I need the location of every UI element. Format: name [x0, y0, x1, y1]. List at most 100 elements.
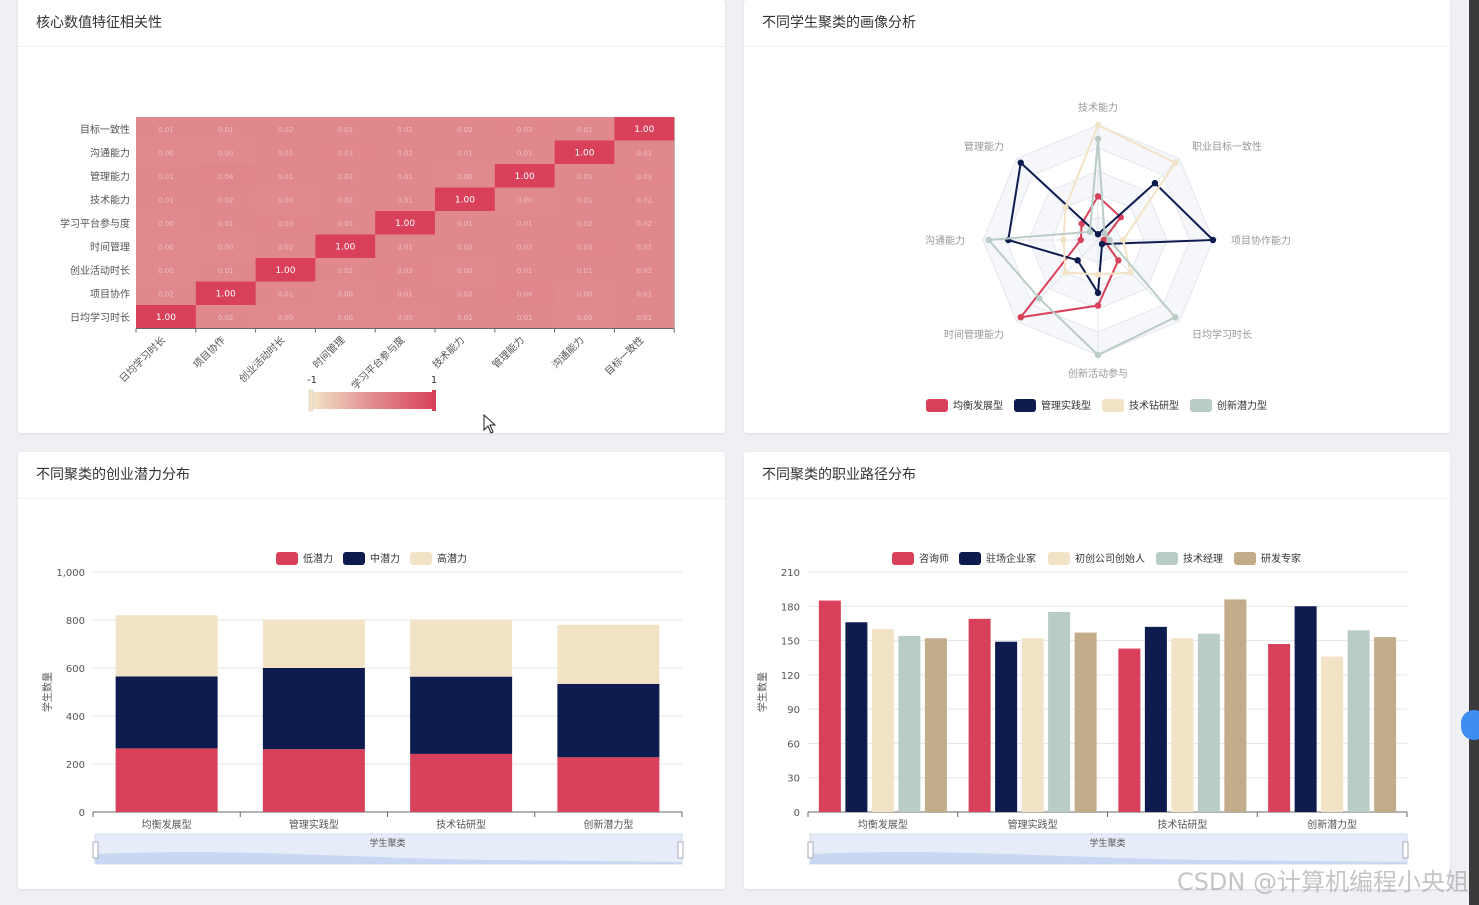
heatmap-cell-label: 0.01 — [397, 173, 413, 181]
radar-point — [1036, 295, 1043, 302]
heatmap-cell-label: 0.01 — [637, 290, 653, 298]
heatmap-cell — [195, 258, 257, 282]
card-heatmap: 核心数值特征相关性 0.01 0.01 0.02 0.01 0.02 0.02 0.03 0.… — [18, 0, 725, 433]
heatmap-cell — [136, 211, 197, 235]
heatmap-cell-label: 0.00 — [397, 314, 413, 322]
bar-segment — [115, 615, 218, 677]
heatmap-cell-label: 0.01 — [577, 267, 593, 275]
x-tick-label: 均衡发展型 — [142, 818, 192, 831]
heatmap-cell-label: 0.02 — [637, 267, 653, 275]
heatmap-cell-label: 0.04 — [517, 290, 533, 298]
bar — [1197, 633, 1220, 812]
x-tick-label: 创新潜力型 — [1307, 818, 1357, 831]
y-tick-label: 400 — [66, 712, 85, 723]
legend-label: 中潜力 — [370, 552, 400, 565]
heatmap-cell — [136, 305, 197, 329]
y-tick-label: 0 — [79, 808, 85, 819]
radar-chart[interactable]: 技术能力职业目标一致性项目协作能力日均学习时长创新活动参与时间管理能力沟通能力管… — [744, 0, 1450, 433]
legend-swatch — [276, 552, 298, 565]
heatmap-cell-label: 0.01 — [158, 196, 174, 204]
heatmap-cell — [136, 187, 197, 212]
radar-point — [1120, 236, 1127, 244]
divider — [744, 498, 1450, 499]
radar-point — [1127, 269, 1134, 276]
heatmap-cell — [614, 281, 675, 306]
heatmap-cell — [614, 164, 675, 188]
bar — [1144, 626, 1167, 812]
heatmap-cell — [255, 281, 316, 306]
x-tick-label: 项目协作 — [190, 333, 227, 370]
y-tick-label: 150 — [781, 637, 800, 648]
legend-swatch — [892, 552, 914, 565]
heatmap-cell — [195, 187, 257, 212]
radar-point — [1151, 179, 1159, 187]
heatmap-cell — [315, 258, 376, 282]
bar — [1171, 638, 1194, 812]
heatmap-cell — [554, 117, 615, 141]
radar-point — [1094, 271, 1102, 278]
heatmap-cell-label: 0.00 — [457, 267, 473, 275]
card-title: 核心数值特征相关性 — [36, 15, 162, 31]
radar-point — [1077, 236, 1084, 244]
legend-label: 咨询师 — [919, 552, 949, 565]
data-zoom-shadow — [810, 852, 1407, 864]
card-radar: 不同学生聚类的画像分析 技术能力 职业目标一致性 项目协作能力 日均学习时长 创新活动参… — [744, 0, 1450, 433]
bar — [1268, 644, 1291, 812]
x-tick-label: 日均学习时长 — [116, 333, 168, 385]
legend-swatch — [1156, 552, 1178, 565]
heatmap-cell-label: 0.00 — [158, 220, 174, 228]
heatmap-cell — [375, 211, 436, 235]
heatmap-cell — [255, 164, 316, 188]
bar — [995, 641, 1018, 812]
x-axis-label: 学生聚类 — [369, 837, 405, 849]
radar-axis-line — [1016, 239, 1099, 322]
heatmap-cell-label: 0.01 — [517, 149, 533, 157]
bar-segment — [410, 676, 513, 754]
radar-point — [1172, 159, 1179, 166]
bar — [1048, 612, 1071, 812]
radar-point — [1094, 231, 1102, 238]
radar-point — [1094, 289, 1102, 297]
radar-point — [1017, 314, 1024, 321]
visual-map-handle-min — [308, 389, 314, 412]
bar — [1347, 630, 1370, 812]
y-tick-label: 项目协作 — [90, 287, 130, 300]
radar-point — [1094, 121, 1102, 129]
bar — [1224, 599, 1247, 812]
card-title: 不同聚类的创业潜力分布 — [36, 467, 190, 483]
y-tick-label: 90 — [787, 705, 800, 716]
heatmap-cell — [435, 140, 496, 165]
bar-segment — [262, 668, 365, 750]
heatmap-cell — [554, 140, 615, 165]
x-axis-label: 学生聚类 — [1089, 837, 1125, 849]
heatmap-cell-label: 0.01 — [517, 220, 533, 228]
bar-segment — [410, 619, 513, 677]
radar-point — [1086, 228, 1094, 236]
heatmap-cell — [255, 117, 316, 141]
y-tick-label: 时间管理 — [90, 240, 130, 253]
side-float-button[interactable] — [1461, 710, 1479, 740]
heatmap-cell — [494, 258, 556, 282]
heatmap-cell — [375, 234, 436, 259]
heatmap-cell — [136, 140, 197, 165]
bar — [1118, 648, 1141, 812]
radar-point — [1062, 269, 1069, 276]
radar-indicator-label: 管理能力 — [964, 140, 1004, 153]
y-tick-label: 60 — [787, 739, 800, 750]
legend-label: 研发专家 — [1261, 552, 1301, 565]
heatmap-chart[interactable]: 0.01 0.01 0.02 0.01 0.02 0.02 0.03 0.01 1.00 目标一致… — [18, 0, 725, 433]
heatmap-cell — [136, 117, 197, 141]
heatmap-cell — [494, 117, 556, 141]
heatmap-cell — [195, 117, 257, 141]
radar-point — [1098, 240, 1106, 248]
heatmap-cell-label: 0.01 — [218, 126, 234, 134]
x-tick-label: 学习平台参与度 — [349, 333, 408, 392]
radar-axis-line — [1097, 239, 1180, 322]
bar-segment — [115, 748, 218, 812]
heatmap-cell — [375, 258, 436, 282]
window-edge — [1469, 0, 1479, 905]
heatmap-cell-label: 0.02 — [158, 290, 174, 298]
heatmap-cell-label: 0.00 — [517, 196, 533, 204]
